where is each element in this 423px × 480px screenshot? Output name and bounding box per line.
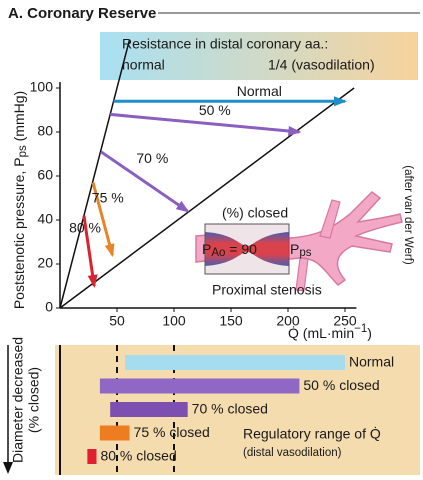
inset-pao-rest: = 90 bbox=[225, 241, 257, 257]
range-bar bbox=[99, 425, 130, 441]
range-caption: Regulatory range of Q̇ bbox=[243, 426, 381, 442]
stenosis-inset bbox=[195, 191, 403, 292]
banner-left: normal bbox=[122, 57, 165, 73]
y-tick-label: 60 bbox=[37, 167, 53, 183]
range-caption-note: (distal vasodilation) bbox=[243, 447, 342, 459]
y-tick-label: 40 bbox=[37, 211, 53, 227]
range-bar-label: 75 % closed bbox=[134, 424, 210, 440]
arrow-head bbox=[287, 126, 302, 136]
x-label-sup: −1 bbox=[354, 323, 367, 335]
range-bar-label: Normal bbox=[349, 354, 394, 370]
range-bar-label: 70 % closed bbox=[192, 401, 268, 417]
range-bar bbox=[110, 402, 188, 417]
x-axis-label: Q̇ (mL·min−1) bbox=[288, 323, 372, 341]
arrow bbox=[82, 215, 96, 287]
range-bar bbox=[87, 449, 97, 464]
y-label-unit: (mmHg) bbox=[11, 91, 27, 145]
x-tick-label: 50 bbox=[109, 313, 125, 329]
inset-pps-p: P bbox=[290, 241, 299, 257]
x-tick-label: 250 bbox=[333, 313, 357, 329]
resistance-line bbox=[59, 39, 131, 309]
arrow-label: 50 % bbox=[199, 102, 231, 118]
y-axis-label: Poststenotic pressure, Pps (mmHg) bbox=[11, 91, 29, 309]
resistance-line bbox=[59, 87, 355, 309]
banner-heading: Resistance in distal coronary aa.: bbox=[122, 36, 328, 52]
inset-pps: Pps bbox=[290, 241, 312, 259]
inset-pao-sub: Ao bbox=[211, 247, 225, 259]
arrow bbox=[91, 182, 114, 256]
down-arrow-head bbox=[3, 462, 13, 474]
inset-closed: (%) closed bbox=[222, 205, 288, 221]
inset-pps-sub: ps bbox=[299, 247, 311, 259]
y-tick-label: 0 bbox=[45, 299, 53, 315]
banner bbox=[100, 32, 418, 80]
source-note: (after van der Werf) bbox=[402, 165, 414, 265]
arrow-label: 80 % bbox=[69, 220, 101, 236]
arrow-label: Normal bbox=[237, 83, 282, 99]
inset-pao-p: P bbox=[202, 241, 211, 257]
arrow-head bbox=[87, 274, 98, 288]
x-label-end: ) bbox=[367, 325, 372, 341]
arrow-head bbox=[175, 200, 190, 213]
y-tick-label: 80 bbox=[37, 123, 53, 139]
range-axis-label: (% closed) bbox=[26, 367, 42, 433]
y-label-text: Poststenotic pressure, P bbox=[11, 157, 27, 309]
arrow-label: 75 % bbox=[92, 190, 124, 206]
x-tick-label: 100 bbox=[162, 313, 186, 329]
inset-caption: Proximal stenosis bbox=[212, 282, 322, 298]
range-bar bbox=[99, 378, 300, 394]
arrow-head bbox=[104, 243, 115, 258]
x-tick-label: 200 bbox=[276, 313, 300, 329]
x-label-text: Q̇ (mL·min bbox=[288, 325, 354, 341]
y-tick-label: 20 bbox=[37, 255, 53, 271]
y-tick-label: 100 bbox=[30, 79, 54, 95]
banner-right: 1/4 (vasodilation) bbox=[268, 57, 375, 73]
arrow-head bbox=[334, 96, 347, 107]
range-bar-label: 50 % closed bbox=[303, 377, 379, 393]
arrow bbox=[100, 150, 189, 213]
figure-title: A. Coronary Reserve bbox=[8, 5, 156, 22]
y-label-sub: ps bbox=[17, 145, 29, 157]
range-bar-label: 80 % closed bbox=[100, 448, 176, 464]
x-tick-label: 150 bbox=[219, 313, 243, 329]
inset-pao: PAo = 90 bbox=[202, 241, 257, 259]
range-axis-label: Diameter decreased bbox=[10, 337, 26, 463]
arrow bbox=[110, 112, 300, 134]
range-bar bbox=[124, 355, 345, 370]
arrow-label: 70 % bbox=[136, 150, 168, 166]
